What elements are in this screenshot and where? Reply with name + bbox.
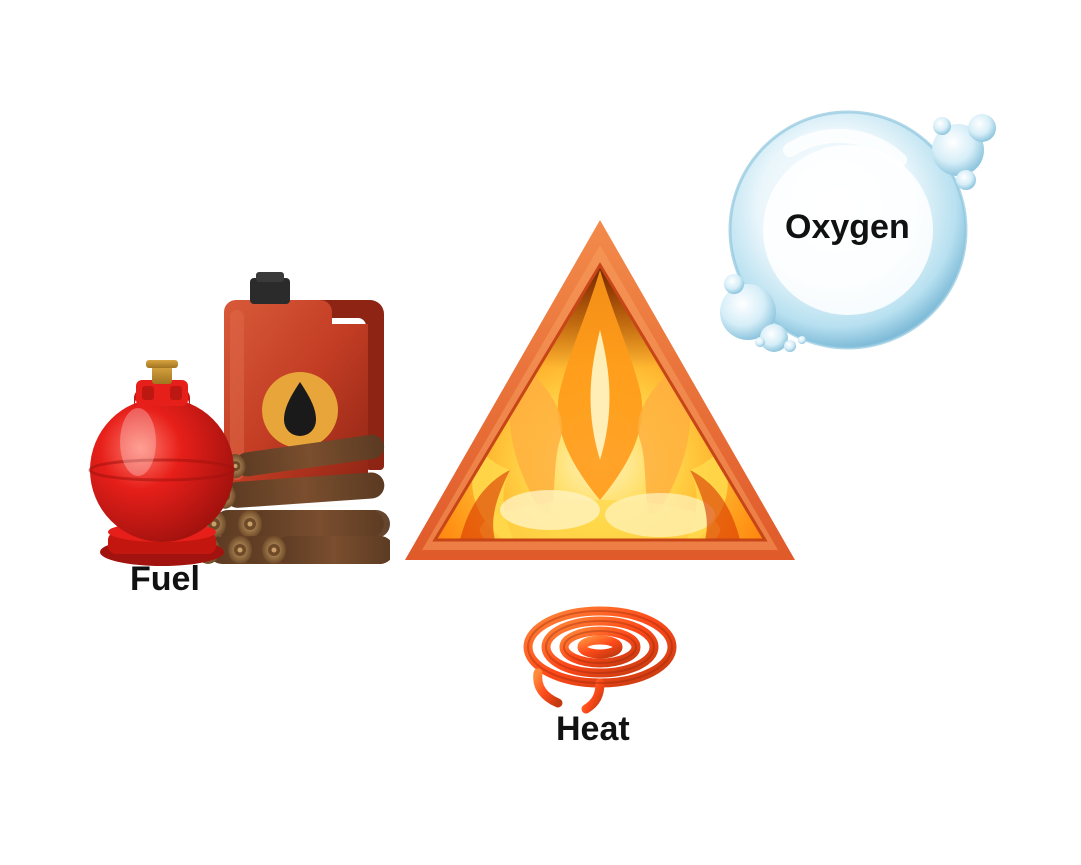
heat-label: Heat xyxy=(556,710,630,749)
oxygen-label: Oxygen xyxy=(785,208,910,247)
heating-coil-icon xyxy=(528,611,672,709)
heat-svg xyxy=(500,595,700,725)
gas-cylinder-icon xyxy=(90,360,234,566)
fuel-svg xyxy=(80,260,390,570)
fuel-group xyxy=(80,260,390,570)
fire-triangle-diagram: Fuel xyxy=(0,0,1081,865)
fuel-label: Fuel xyxy=(130,560,200,599)
